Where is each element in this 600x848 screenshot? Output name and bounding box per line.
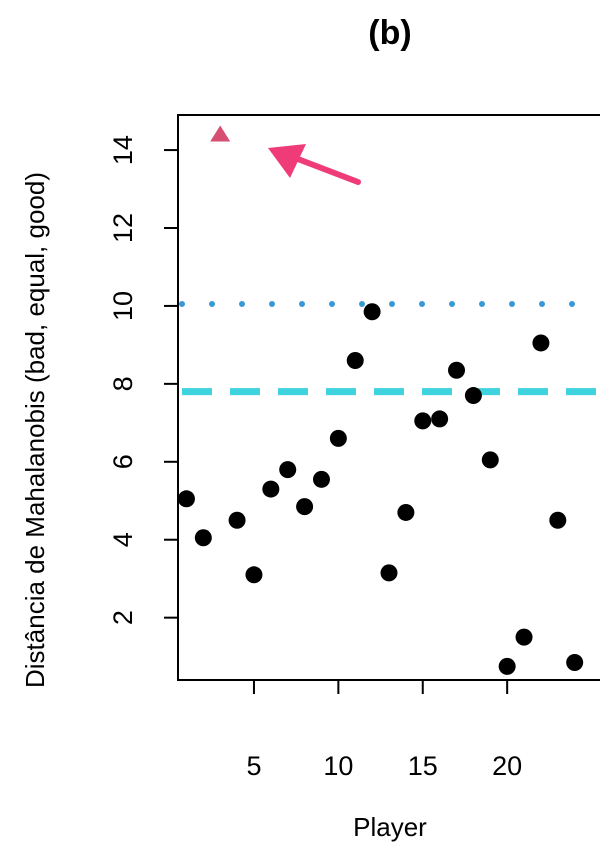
data-point — [363, 303, 381, 321]
data-point — [498, 657, 516, 675]
arrow-head-icon — [268, 144, 306, 178]
chart-title: (b) — [368, 14, 411, 52]
x-axis: 5 10 15 20 — [246, 680, 522, 781]
y-tick-label: 12 — [108, 213, 138, 243]
data-point — [566, 653, 584, 671]
plot-border — [177, 114, 600, 681]
plot-frame — [177, 114, 600, 681]
data-point — [532, 334, 550, 352]
data-point — [448, 361, 466, 379]
reference-lines — [179, 300, 600, 396]
data-point — [228, 511, 246, 529]
x-axis-label: Player — [353, 812, 427, 842]
data-point — [262, 480, 280, 498]
data-point — [346, 351, 364, 369]
y-axis: 2 4 6 8 10 12 14 — [108, 135, 178, 625]
data-point — [329, 429, 347, 447]
data-points — [177, 303, 584, 675]
data-point — [194, 529, 212, 547]
x-tick-label: 20 — [492, 751, 522, 781]
data-point — [296, 498, 314, 516]
data-point — [279, 461, 297, 479]
x-tick-label: 5 — [246, 751, 261, 781]
y-tick-label: 4 — [108, 532, 138, 547]
data-point — [380, 564, 398, 582]
y-tick-label: 8 — [108, 376, 138, 391]
y-tick-label: 6 — [108, 454, 138, 469]
data-point — [549, 511, 567, 529]
data-point — [464, 387, 482, 405]
data-point — [177, 490, 195, 508]
data-point — [431, 410, 449, 428]
y-tick-label: 10 — [108, 291, 138, 321]
x-tick-label: 15 — [408, 751, 438, 781]
annotations — [210, 125, 361, 185]
y-tick-label: 14 — [108, 135, 138, 165]
y-tick-label: 2 — [108, 610, 138, 625]
data-point — [515, 628, 533, 646]
data-point — [312, 470, 330, 488]
y-axis-label: Distância de Mahalanobis (bad, equal, go… — [20, 172, 50, 688]
arrow-shaft — [287, 153, 361, 185]
outlier-triangle-point — [210, 125, 231, 142]
data-point — [414, 412, 432, 430]
data-point — [397, 503, 415, 521]
data-point — [481, 451, 499, 469]
data-point — [245, 566, 263, 584]
x-tick-label: 10 — [323, 751, 353, 781]
